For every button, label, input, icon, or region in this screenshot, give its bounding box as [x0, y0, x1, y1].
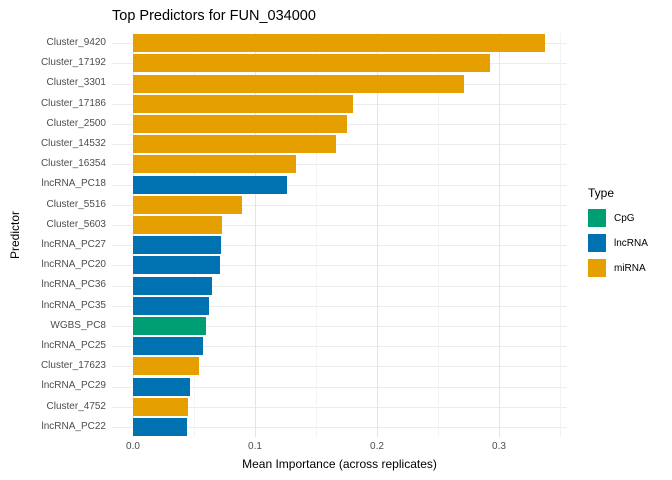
bar-wgbs_pc8	[133, 316, 207, 335]
y-axis-label: lncRNA_PC29	[41, 380, 106, 392]
x-major-gridline	[255, 33, 256, 437]
x-minor-gridline	[316, 33, 317, 437]
y-axis-label: Cluster_2500	[46, 117, 106, 129]
legend-key-swatch	[588, 209, 606, 227]
y-axis-label: lncRNA_PC27	[41, 239, 106, 250]
legend-item-label: CpG	[614, 212, 635, 224]
bar-cluster_17623	[133, 357, 199, 376]
y-axis-label: Cluster_5603	[46, 218, 106, 230]
x-tick-label: 0.3	[492, 441, 506, 452]
legend-item-label: lncRNA	[614, 237, 648, 249]
y-axis-label: lncRNA_PC20	[41, 259, 106, 271]
bar-cluster_2500	[133, 114, 347, 133]
y-gridline	[112, 285, 567, 287]
y-axis-label: lncRNA_PC22	[41, 420, 106, 432]
y-axis-label: lncRNA_PC25	[41, 340, 106, 351]
y-axis-label: Cluster_17192	[40, 57, 106, 69]
x-tick-label: 0.0	[126, 441, 140, 452]
y-gridline	[112, 184, 567, 186]
x-axis-ticks: 0.0 0.1 0.2 0.3	[112, 441, 567, 454]
x-minor-gridline	[194, 33, 195, 437]
y-gridline	[112, 305, 567, 307]
bar-cluster_9420	[133, 34, 546, 53]
y-axis-label: Cluster_9420	[46, 37, 106, 48]
y-axis-label: Cluster_17623	[40, 360, 106, 372]
y-axis-label: Cluster_3301	[46, 77, 106, 89]
y-gridline	[112, 366, 567, 368]
x-tick-label: 0.2	[370, 441, 384, 452]
legend-items: CpG lncRNA miRNA	[588, 209, 648, 277]
y-gridline	[112, 144, 567, 146]
y-axis-label: Cluster_16354	[40, 158, 106, 170]
bar-lncrna_pc18	[133, 175, 287, 194]
y-axis-label: Cluster_17186	[40, 97, 106, 109]
legend-item-lncrna: lncRNA	[588, 234, 648, 252]
bar-cluster_4752	[133, 397, 188, 416]
bar-cluster_16354	[133, 155, 297, 174]
legend-key-swatch	[588, 259, 606, 277]
y-gridline	[112, 204, 567, 206]
y-gridline	[112, 406, 567, 408]
bar-cluster_17192	[133, 54, 491, 73]
legend-item-label: miRNA	[614, 262, 646, 274]
bar-cluster_17186	[133, 94, 353, 113]
legend: Type CpG lncRNA miRNA	[588, 186, 648, 284]
x-major-gridline	[133, 33, 134, 437]
x-major-gridline	[499, 33, 500, 437]
x-tick-label: 0.1	[248, 441, 262, 452]
bar-lncrna_pc36	[133, 276, 213, 295]
y-gridline	[112, 164, 567, 166]
y-axis-label: lncRNA_PC36	[41, 279, 106, 291]
bar-cluster_5603	[133, 215, 223, 234]
y-gridline	[112, 325, 567, 327]
y-axis-label: lncRNA_PC35	[41, 299, 106, 311]
y-axis-label: WGBS_PC8	[50, 319, 106, 331]
y-gridline	[112, 245, 567, 247]
y-gridline	[112, 224, 567, 226]
bar-cluster_3301	[133, 74, 464, 93]
y-gridline	[112, 265, 567, 267]
y-axis-label: Cluster_5516	[46, 198, 106, 210]
y-axis-label: Cluster_14532	[40, 138, 106, 149]
bar-cluster_14532	[133, 135, 336, 154]
legend-key-swatch	[588, 234, 606, 252]
bar-lncrna_pc22	[133, 417, 187, 436]
x-axis-title: Mean Importance (across replicates)	[242, 457, 437, 471]
bar-cluster_5516	[133, 195, 242, 214]
bar-lncrna_pc29	[133, 377, 191, 396]
legend-item-mirna: miRNA	[588, 259, 648, 277]
legend-item-cpg: CpG	[588, 209, 648, 227]
bar-lncrna_pc25	[133, 337, 203, 356]
bar-lncrna_pc35	[133, 296, 209, 315]
y-axis-label: lncRNA_PC18	[41, 178, 106, 190]
x-minor-gridline	[560, 33, 561, 437]
legend-title: Type	[588, 186, 615, 200]
y-axis-label: Cluster_4752	[46, 400, 106, 412]
x-major-gridline	[377, 33, 378, 437]
plot-panel	[112, 33, 567, 437]
y-gridline	[112, 346, 567, 348]
y-gridline	[112, 426, 567, 428]
y-gridline	[112, 386, 567, 388]
bar-lncrna_pc27	[133, 236, 221, 255]
x-minor-gridline	[438, 33, 439, 437]
y-axis-labels: Cluster_9420 Cluster_17192 Cluster_3301 Clu…	[0, 33, 106, 437]
chart-title: Top Predictors for FUN_034000	[112, 8, 316, 24]
bar-lncrna_pc20	[133, 256, 220, 275]
